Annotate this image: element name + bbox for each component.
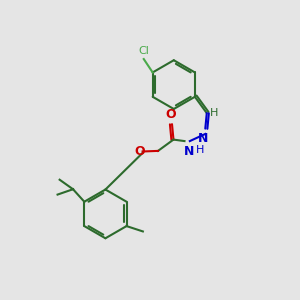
Text: H: H	[196, 145, 205, 155]
Text: H: H	[210, 108, 219, 118]
Text: O: O	[134, 145, 145, 158]
Text: N: N	[198, 132, 208, 145]
Text: O: O	[166, 108, 176, 121]
Text: N: N	[184, 145, 194, 158]
Text: Cl: Cl	[138, 46, 149, 56]
